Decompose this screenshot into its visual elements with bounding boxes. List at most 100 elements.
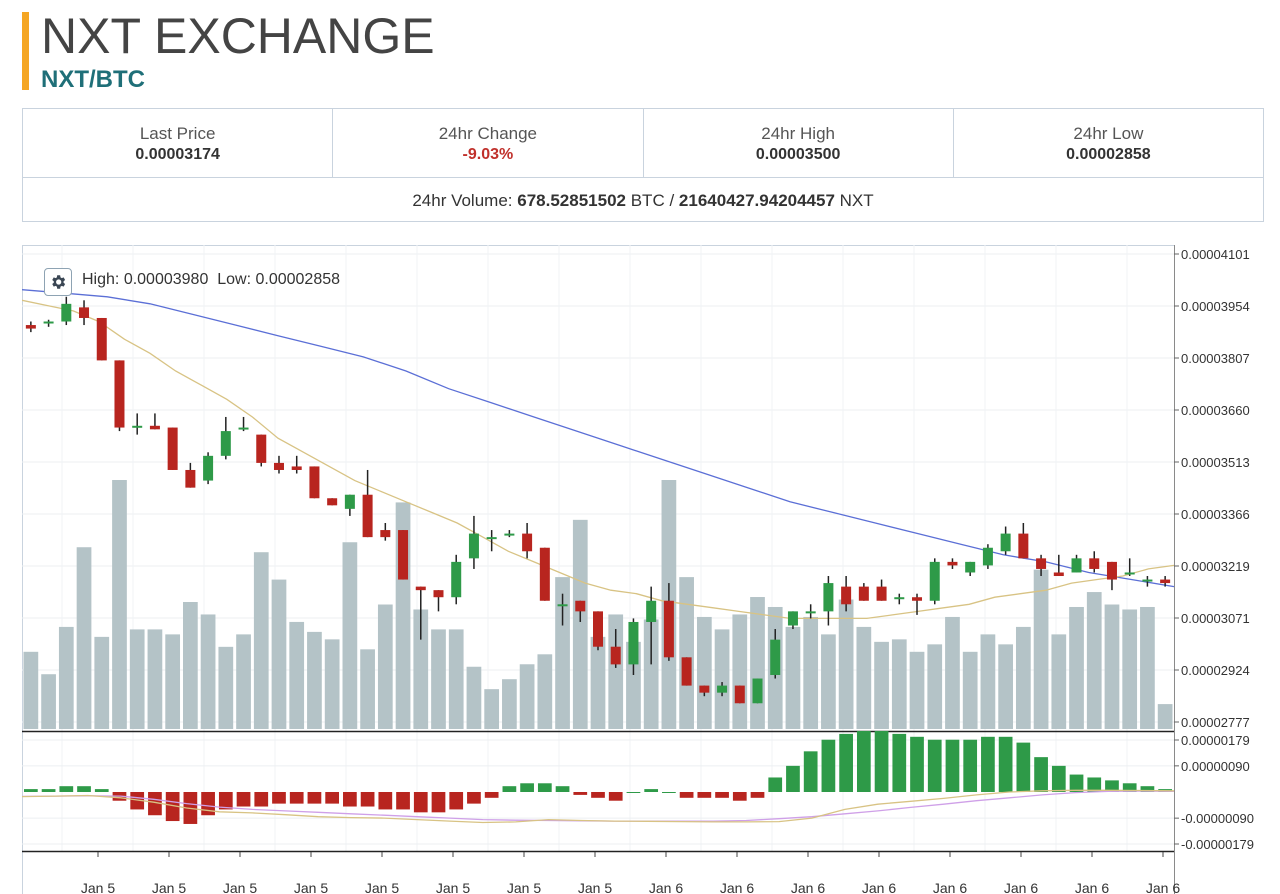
candle-body bbox=[380, 530, 391, 538]
y-tick-label: 0.00004101 bbox=[1181, 247, 1250, 262]
stat-24hr-low: 24hr Low 0.00002858 bbox=[954, 109, 1263, 177]
candle-body bbox=[43, 321, 54, 324]
candle-body bbox=[787, 611, 798, 626]
candle-body bbox=[699, 685, 710, 693]
sma-fast-line bbox=[22, 299, 1175, 620]
candle-body bbox=[1071, 558, 1082, 573]
macd-histogram-bar bbox=[998, 736, 1013, 792]
volume-bar bbox=[58, 626, 74, 729]
stat-value: 0.00003500 bbox=[755, 146, 841, 163]
macd-histogram-bar bbox=[555, 786, 570, 792]
candle-body bbox=[132, 425, 143, 428]
volume-bar bbox=[1122, 609, 1138, 729]
candle-body bbox=[1142, 579, 1153, 582]
volume-bar bbox=[891, 639, 907, 729]
volume-bar bbox=[945, 616, 960, 729]
y-tick-label: 0.00003660 bbox=[1181, 403, 1250, 418]
volume-bar bbox=[1140, 606, 1155, 729]
volume-bar bbox=[183, 602, 198, 729]
candle-body bbox=[663, 600, 674, 658]
candle-body bbox=[167, 427, 178, 470]
volume-bar bbox=[129, 629, 145, 729]
volume-bar bbox=[838, 599, 854, 729]
candle-body bbox=[912, 597, 923, 601]
y-tick-label: 0.00003071 bbox=[1181, 611, 1250, 626]
volume-bar bbox=[1157, 704, 1173, 729]
high-low-readout: High: 0.00003980 Low: 0.00002858 bbox=[82, 271, 340, 289]
macd-histogram-bar bbox=[272, 792, 286, 804]
candle-body bbox=[858, 586, 869, 601]
y-tick-label: 0.00003513 bbox=[1181, 455, 1250, 470]
candle-body bbox=[929, 561, 940, 601]
volume-bar bbox=[785, 626, 801, 729]
y-tick-label: 0.00003219 bbox=[1181, 559, 1250, 574]
stat-last-price: Last Price 0.00003174 bbox=[23, 109, 334, 177]
volume-line: 24hr Volume: 678.52851502 BTC / 21640427… bbox=[23, 178, 1263, 224]
macd-histogram-bar bbox=[626, 792, 641, 793]
x-tick-label: Jan 5 bbox=[507, 880, 541, 894]
gear-icon bbox=[52, 275, 66, 289]
macd-histogram-bar bbox=[413, 792, 428, 813]
macd-histogram-bar bbox=[750, 792, 765, 798]
stat-label: 24hr Low bbox=[1073, 124, 1144, 143]
moving-averages bbox=[22, 289, 1175, 620]
volume-bar bbox=[23, 651, 39, 729]
macd-histogram-bar bbox=[77, 786, 91, 792]
macd-histogram-bar bbox=[130, 792, 145, 810]
candle-body bbox=[309, 466, 320, 499]
macd-histogram-bar bbox=[502, 786, 517, 792]
macd-histogram-bar bbox=[325, 792, 340, 804]
candle-body bbox=[149, 425, 160, 430]
candle-body bbox=[1018, 533, 1029, 559]
trading-pair: NXT/BTC bbox=[41, 66, 145, 93]
stat-24hr-high: 24hr High 0.00003500 bbox=[644, 109, 954, 177]
volume-bar bbox=[856, 626, 872, 729]
volume-separator: / bbox=[669, 191, 675, 210]
candle-body bbox=[273, 462, 284, 470]
volume-bar bbox=[253, 552, 269, 729]
candle-body bbox=[982, 547, 993, 566]
candle-body bbox=[876, 586, 887, 601]
volume-nxt: 21640427.94204457 bbox=[678, 191, 835, 210]
macd-histogram-bar bbox=[378, 792, 393, 810]
macd-histogram-bar bbox=[927, 739, 942, 792]
x-tick-label: Jan 5 bbox=[578, 880, 612, 894]
macd-histogram-bar bbox=[945, 739, 960, 792]
volume-bar bbox=[927, 644, 943, 729]
volume-bar bbox=[962, 651, 978, 729]
volume-bar bbox=[484, 689, 500, 729]
macd-histogram-bar bbox=[537, 783, 552, 792]
stat-value: -9.03% bbox=[462, 146, 514, 163]
volume-bar bbox=[112, 480, 127, 729]
stat-24hr-change: 24hr Change -9.03% bbox=[333, 109, 644, 177]
candle-body bbox=[610, 646, 621, 665]
x-tick-label: Jan 5 bbox=[223, 880, 257, 894]
y-tick-label: 0.00003807 bbox=[1181, 351, 1250, 366]
macd-histogram-bar bbox=[59, 786, 74, 792]
macd-histogram-bar bbox=[467, 792, 481, 804]
candle-body bbox=[504, 533, 515, 536]
candle-body bbox=[557, 604, 568, 607]
macd-histogram-bar bbox=[1105, 780, 1119, 792]
candle-body bbox=[947, 561, 958, 566]
macd-histogram-bar bbox=[484, 792, 499, 798]
volume-bar bbox=[1104, 604, 1120, 729]
macd-histogram-bar bbox=[1034, 757, 1048, 792]
volume-bar bbox=[307, 631, 322, 729]
macd-histogram-bar bbox=[821, 739, 836, 792]
x-tick-label: Jan 6 bbox=[862, 880, 896, 894]
candle-body bbox=[1053, 572, 1064, 577]
macd-histogram-bar bbox=[360, 792, 375, 807]
price-chart[interactable]: 0.00004101 0.00003954 0.00003807 0.00003660… bbox=[22, 245, 1280, 894]
macd-histogram-bar bbox=[910, 736, 924, 792]
candle-body bbox=[575, 600, 586, 612]
volume-btc: 678.52851502 bbox=[517, 191, 626, 210]
volume-bar bbox=[750, 597, 765, 729]
volume-bar bbox=[519, 664, 535, 729]
macd-histogram-bar bbox=[679, 792, 694, 798]
volume-bar bbox=[342, 542, 358, 729]
chart-settings-button[interactable] bbox=[44, 268, 72, 296]
macd-histogram-bar bbox=[236, 792, 251, 807]
candle-body bbox=[96, 317, 107, 361]
candle-body bbox=[327, 498, 338, 506]
